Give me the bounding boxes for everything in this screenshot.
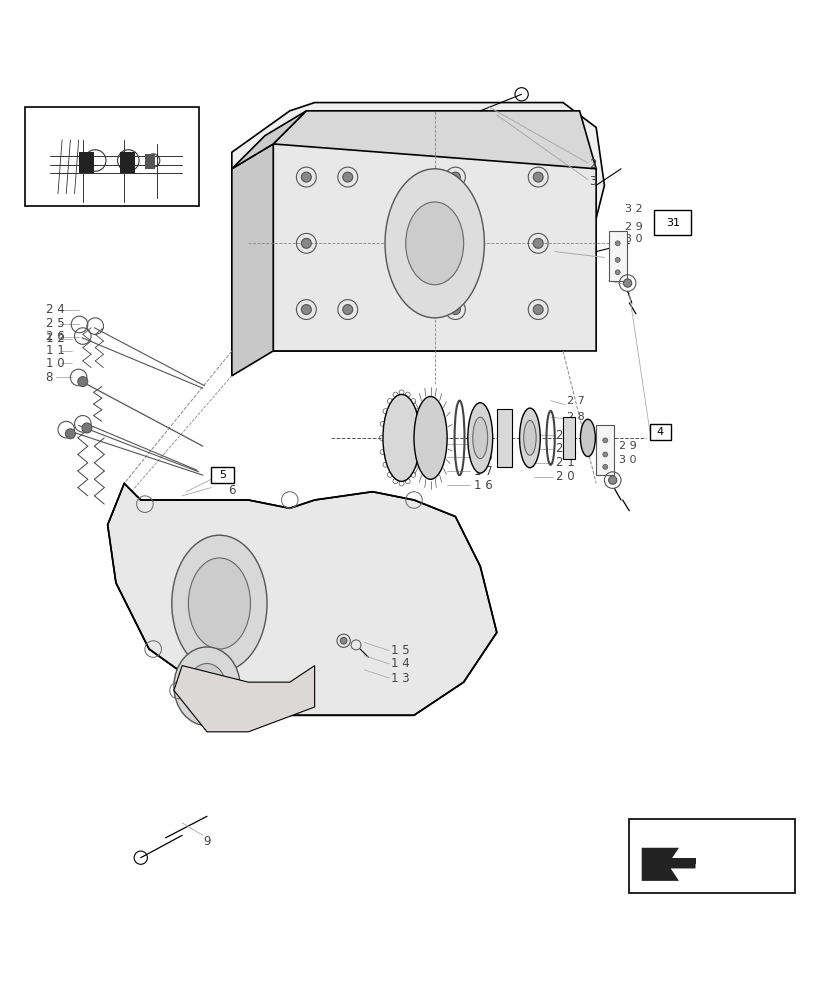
Text: 2 3: 2 3 xyxy=(556,429,574,442)
Text: 2 1: 2 1 xyxy=(556,456,575,469)
Bar xyxy=(211,467,234,483)
Text: 3 0: 3 0 xyxy=(619,455,636,465)
Circle shape xyxy=(82,423,92,433)
Ellipse shape xyxy=(523,421,536,455)
Ellipse shape xyxy=(174,647,240,726)
Circle shape xyxy=(608,476,616,484)
Circle shape xyxy=(78,377,88,387)
Circle shape xyxy=(614,257,619,262)
Text: 2 0: 2 0 xyxy=(556,470,574,483)
Circle shape xyxy=(450,305,460,315)
Ellipse shape xyxy=(382,394,419,481)
Circle shape xyxy=(614,270,619,275)
Circle shape xyxy=(533,305,543,315)
Circle shape xyxy=(450,172,460,182)
Polygon shape xyxy=(174,666,314,732)
Text: 2 5: 2 5 xyxy=(45,317,64,330)
Ellipse shape xyxy=(385,169,484,318)
Text: 3 2: 3 2 xyxy=(624,204,642,214)
Text: 2 9: 2 9 xyxy=(624,222,642,232)
Circle shape xyxy=(342,172,352,182)
Polygon shape xyxy=(232,111,306,169)
Ellipse shape xyxy=(414,397,447,479)
Text: 3: 3 xyxy=(589,175,596,188)
Circle shape xyxy=(533,238,543,248)
Circle shape xyxy=(614,241,619,246)
Text: 31: 31 xyxy=(665,218,679,228)
Bar xyxy=(641,858,695,864)
Ellipse shape xyxy=(467,403,492,473)
Text: 9: 9 xyxy=(203,835,210,848)
Bar xyxy=(79,152,93,173)
Circle shape xyxy=(342,305,352,315)
Text: 1 2: 1 2 xyxy=(45,332,65,345)
Text: 1: 1 xyxy=(608,252,615,265)
Bar xyxy=(562,417,575,459)
Ellipse shape xyxy=(405,202,463,285)
Ellipse shape xyxy=(189,558,251,649)
Circle shape xyxy=(301,305,311,315)
Text: 1 3: 1 3 xyxy=(390,672,409,685)
Polygon shape xyxy=(108,483,496,715)
Polygon shape xyxy=(273,111,595,169)
Ellipse shape xyxy=(519,408,540,468)
Text: 2 9: 2 9 xyxy=(619,441,636,451)
Circle shape xyxy=(602,438,607,443)
Text: 1 1: 1 1 xyxy=(45,344,65,357)
Text: 8: 8 xyxy=(45,371,53,384)
Circle shape xyxy=(602,452,607,457)
Bar xyxy=(496,409,511,467)
Text: 1 8: 1 8 xyxy=(473,450,491,463)
Circle shape xyxy=(533,172,543,182)
Polygon shape xyxy=(641,848,695,881)
Bar xyxy=(608,231,626,281)
Circle shape xyxy=(602,464,607,469)
Ellipse shape xyxy=(172,535,266,672)
Circle shape xyxy=(340,637,347,644)
Text: 3 0: 3 0 xyxy=(624,234,642,244)
Bar xyxy=(653,210,691,235)
Polygon shape xyxy=(273,144,595,351)
Circle shape xyxy=(301,238,311,248)
Text: 7: 7 xyxy=(227,471,235,484)
Text: 1 9: 1 9 xyxy=(473,437,492,450)
Ellipse shape xyxy=(580,419,595,457)
Text: 1 0: 1 0 xyxy=(45,357,64,370)
Bar xyxy=(637,827,786,885)
Bar xyxy=(629,819,794,893)
Text: 2 7: 2 7 xyxy=(566,396,584,406)
Ellipse shape xyxy=(472,417,487,459)
Text: 1 4: 1 4 xyxy=(390,657,409,670)
Text: 4: 4 xyxy=(656,427,663,437)
Text: 2 6: 2 6 xyxy=(45,330,65,343)
Bar xyxy=(595,425,614,475)
Bar xyxy=(145,154,155,169)
Text: 2 2: 2 2 xyxy=(556,442,575,455)
Text: 2 4: 2 4 xyxy=(45,303,65,316)
Circle shape xyxy=(301,172,311,182)
Polygon shape xyxy=(232,144,273,376)
Bar xyxy=(649,424,670,440)
Text: 1 5: 1 5 xyxy=(390,644,409,657)
Text: 2: 2 xyxy=(589,158,596,171)
Circle shape xyxy=(623,279,631,287)
Text: 5: 5 xyxy=(219,470,226,480)
Text: 1 6: 1 6 xyxy=(473,479,492,492)
Text: 1 7: 1 7 xyxy=(473,465,492,478)
Text: 2 8: 2 8 xyxy=(566,412,584,422)
Text: 6: 6 xyxy=(227,484,235,497)
Circle shape xyxy=(65,429,75,439)
Bar xyxy=(120,152,135,173)
Ellipse shape xyxy=(189,664,225,709)
Polygon shape xyxy=(232,103,604,351)
Bar xyxy=(25,107,198,206)
